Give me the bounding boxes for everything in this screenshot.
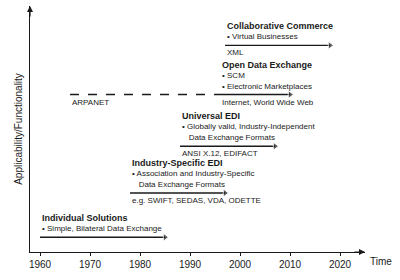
svg-text:Collaborative Commerce• Virtua: Collaborative Commerce• Virtual Business… <box>227 21 333 41</box>
svg-text:Time: Time <box>370 256 392 267</box>
svg-text:2020: 2020 <box>329 259 352 270</box>
svg-text:1960: 1960 <box>29 259 52 270</box>
svg-text:1980: 1980 <box>129 259 152 270</box>
svg-text:Internet, World Wide Web: Internet, World Wide Web <box>222 98 314 107</box>
svg-text:1990: 1990 <box>179 259 202 270</box>
svg-text:e.g. SWIFT, SEDAS, VDA, ODETTE: e.g. SWIFT, SEDAS, VDA, ODETTE <box>132 196 261 205</box>
svg-text:2010: 2010 <box>279 259 302 270</box>
svg-text:ARPANET: ARPANET <box>72 98 109 107</box>
svg-text:ANSI X.12, EDIFACT: ANSI X.12, EDIFACT <box>182 149 258 158</box>
svg-text:Individual Solutions• Simple,: Individual Solutions• Simple, Bilateral … <box>42 213 162 233</box>
svg-text:Industry-Specific EDI• Associa: Industry-Specific EDI• Association and I… <box>132 158 254 189</box>
svg-text:Open Data Exchange• SCM• Elect: Open Data Exchange• SCM• Electronic Mark… <box>222 60 312 91</box>
svg-text:1970: 1970 <box>79 259 102 270</box>
svg-text:Applicability/Functionality: Applicability/Functionality <box>13 73 24 185</box>
svg-text:2000: 2000 <box>229 259 252 270</box>
svg-text:Universal EDI• Globally valid,: Universal EDI• Globally valid, Industry-… <box>182 111 315 142</box>
svg-text:XML: XML <box>227 48 244 57</box>
